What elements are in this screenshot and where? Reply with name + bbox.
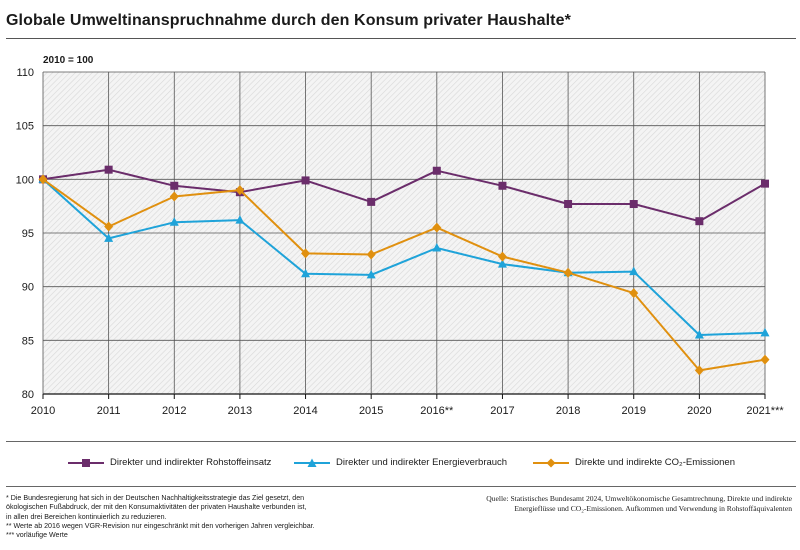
series-line [42, 168, 766, 223]
x-tick-label: 2013 [228, 405, 252, 417]
data-point [366, 249, 376, 260]
y-tick-label: 85 [22, 335, 34, 347]
legend-swatch-diamond-icon [533, 458, 569, 467]
x-tick-label: 2015 [359, 405, 383, 417]
legend-divider [6, 441, 796, 442]
data-point [629, 288, 639, 299]
series-diamond [38, 174, 770, 376]
legend-item-energieverbrauch: Direkter und indirekter Energieverbrauch [294, 457, 507, 468]
data-point [498, 181, 507, 190]
data-point [564, 200, 573, 209]
data-point [170, 181, 179, 190]
series-group [38, 165, 770, 376]
x-tick-label: 2021*** [746, 405, 784, 417]
data-point [760, 327, 770, 337]
footnote-line: in allen drei Bereichen kontinuierlich z… [6, 512, 167, 521]
data-point [104, 165, 113, 174]
y-axis-unit-label: 2010 = 100 [43, 55, 94, 66]
y-tick-label: 90 [22, 282, 34, 294]
x-tick-label: 2019 [621, 405, 645, 417]
y-tick-label: 110 [16, 67, 34, 79]
data-point [432, 166, 441, 175]
source-line: Quelle: Statistisches Bundesamt 2024, Um… [486, 494, 792, 503]
x-tick-label: 2020 [687, 405, 711, 417]
y-axis-ticks: 80 85 90 95 100 105 110 [16, 67, 34, 401]
footnote-line: *** vorläufige Werte [6, 531, 68, 540]
series-line [42, 178, 766, 336]
data-point [629, 200, 638, 209]
y-tick-label: 95 [22, 228, 34, 240]
source-line: Energieflüsse und CO₂-Emissionen. Aufkom… [514, 504, 792, 513]
x-tick-label: 2016** [420, 405, 454, 417]
data-point [563, 267, 573, 278]
series-square [39, 165, 769, 226]
legend-item-co2-emissionen: Direkte und indirekte CO₂-Emissionen [533, 457, 735, 468]
footnote-line: ökologischen Fußabdruck, der mit den Kon… [6, 503, 307, 512]
footnote-line: * Die Bundesregierung hat sich in der De… [6, 494, 305, 502]
data-point [367, 197, 376, 206]
legend: Direkter und indirekter Rohstoffeinsatz … [0, 457, 800, 475]
legend-swatch-triangle-icon [294, 458, 330, 467]
data-point [629, 266, 639, 276]
source-note: Quelle: Statistisches Bundesamt 2024, Um… [402, 494, 792, 514]
data-point [694, 365, 704, 376]
data-point [366, 269, 376, 279]
data-point [761, 179, 769, 188]
footer-divider [6, 486, 796, 487]
data-point [301, 248, 311, 259]
y-tick-label: 105 [16, 121, 34, 133]
legend-label: Direkter und indirekter Rohstoffeinsatz [110, 457, 272, 468]
x-tick-label: 2017 [490, 405, 514, 417]
data-point [694, 329, 704, 339]
data-point [497, 251, 507, 262]
x-tick-label: 2012 [162, 405, 186, 417]
data-point [104, 221, 114, 232]
series-line [42, 178, 766, 372]
data-point [301, 268, 311, 278]
y-tick-label: 100 [16, 174, 34, 186]
legend-item-rohstoffeinsatz: Direkter und indirekter Rohstoffeinsatz [68, 457, 271, 468]
gridlines [42, 71, 766, 399]
data-point [760, 354, 770, 365]
data-point [235, 215, 245, 224]
title-divider [6, 38, 796, 39]
x-axis-ticks: 2010 2011 2012 2013 2014 2015 2016** 2017 2018 20… [31, 405, 785, 417]
data-point [169, 191, 179, 202]
data-point [169, 217, 179, 226]
x-tick-label: 2018 [556, 405, 580, 417]
data-point [235, 185, 245, 196]
data-point [432, 222, 442, 233]
data-point [104, 233, 114, 242]
data-point [497, 259, 507, 268]
data-point [695, 217, 704, 226]
legend-swatch-square-icon [68, 458, 104, 467]
x-tick-label: 2011 [97, 405, 121, 417]
x-tick-label: 2010 [31, 405, 55, 417]
footnotes: * Die Bundesregierung hat sich in der De… [6, 494, 366, 540]
legend-label: Direkter und indirekter Energieverbrauch [336, 457, 508, 468]
data-point [38, 174, 48, 185]
legend-label: Direkte und indirekte CO₂-Emissionen [575, 457, 735, 468]
y-tick-label: 80 [22, 389, 34, 401]
data-point [301, 176, 310, 185]
page-title: Globale Umweltinanspruchnahme durch den … [6, 12, 571, 29]
footnote-line: ** Werte ab 2016 wegen VGR-Revision nur … [6, 521, 315, 530]
x-tick-label: 2014 [293, 405, 317, 417]
data-point [432, 243, 442, 252]
